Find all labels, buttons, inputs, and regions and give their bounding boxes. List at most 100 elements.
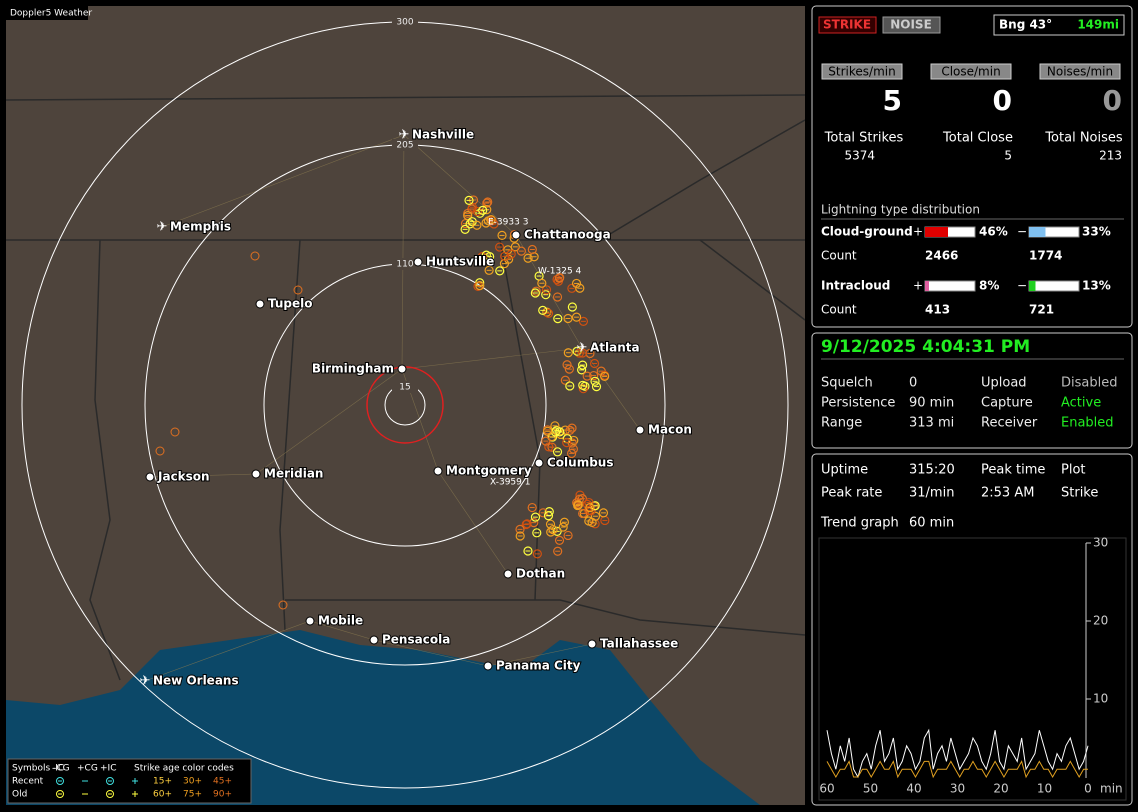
city-dot (145, 472, 155, 482)
setting: Enabled (1061, 416, 1114, 431)
city-label: Huntsville (426, 255, 494, 269)
legend: Symbols -CG-IC +CG +IC Strike age color cod… (7, 758, 252, 804)
setting: 313 mi (909, 416, 954, 431)
city-dot (483, 661, 493, 671)
strike (487, 216, 497, 226)
rate-value: 0 (1103, 84, 1122, 117)
stats-panel (811, 5, 1133, 328)
stat: 2:53 AM (981, 486, 1034, 501)
city-label: New Orleans (153, 674, 239, 688)
stat: Peak time (981, 463, 1045, 478)
city-label: Chattanooga (524, 228, 611, 242)
dist-percent: 8% (979, 279, 999, 293)
strike (562, 360, 572, 370)
strike (538, 305, 548, 315)
city-label: Dothan (516, 567, 565, 581)
city-dot (413, 257, 423, 267)
stat: Peak rate (821, 486, 882, 501)
strike (567, 423, 577, 433)
strike (577, 365, 587, 375)
strike (530, 512, 541, 522)
strike (568, 444, 578, 454)
setting: Upload (981, 376, 1027, 391)
strike (516, 246, 526, 256)
legend-symbol (106, 790, 114, 798)
strike (590, 511, 601, 521)
city-label: Nashville (412, 128, 474, 142)
legend-row-label: Recent (12, 777, 44, 787)
strike (542, 426, 553, 436)
trend-graph (818, 537, 1127, 801)
map[interactable]: Doppler5 Weather 300 205 110 15 E-3933 3 W-13… (6, 6, 805, 805)
strike (585, 348, 595, 359)
x-tick-label: 40 (906, 782, 921, 796)
strike (554, 535, 565, 545)
strike (278, 600, 288, 610)
total-value: 5374 (844, 149, 875, 163)
strike (463, 210, 473, 221)
airport-icon: ✈ (140, 674, 151, 689)
age-code: 15+ (153, 777, 172, 787)
x-unit: min (1100, 782, 1123, 796)
strike (577, 360, 588, 370)
strike (573, 500, 583, 511)
stat: 315:20 (909, 463, 955, 478)
legend-symbol (106, 777, 114, 785)
rate-header (1039, 63, 1121, 80)
age-code: 45+ (213, 777, 232, 787)
city-dot (397, 364, 407, 374)
total-value: 5 (1004, 149, 1012, 163)
dist-bar (1029, 227, 1046, 237)
strike (546, 527, 556, 537)
strike (532, 549, 542, 559)
ring-label: 205 (396, 141, 413, 151)
legend-header: +IC (100, 764, 116, 774)
strike (486, 215, 496, 225)
y-tick-label: 10 (1093, 692, 1108, 706)
city-label: Mobile (318, 614, 363, 628)
trend-line (826, 728, 1089, 779)
strike (544, 442, 554, 452)
dist-label: Cloud-ground (821, 225, 913, 239)
total-value: 213 (1099, 149, 1122, 163)
dist-percent: 13% (1082, 279, 1111, 293)
legend-symbol (56, 777, 64, 785)
strike (578, 348, 588, 358)
noise-button[interactable] (882, 16, 941, 34)
city-label: Birmingham (312, 362, 394, 376)
strike (500, 251, 510, 261)
legend-header: +CG (77, 764, 98, 774)
strike (523, 546, 533, 556)
setting: Receiver (981, 416, 1038, 431)
strike (497, 230, 507, 241)
strike (553, 546, 563, 556)
age-code: 60+ (153, 790, 172, 800)
rate-label: Noises/min (1047, 65, 1113, 79)
strike-button[interactable] (818, 16, 877, 34)
strike (575, 283, 585, 293)
strike (464, 195, 474, 205)
strike-button-label[interactable]: STRIKE (823, 18, 871, 32)
city-label: Columbus (547, 456, 614, 470)
rate-value: 5 (883, 84, 902, 117)
legend-header: Symbols -CG (12, 764, 70, 774)
strikes (155, 195, 610, 610)
strike (155, 446, 165, 456)
strike (590, 376, 600, 386)
dist-bar (925, 227, 948, 237)
city-label: Macon (648, 423, 692, 437)
dist-sign: − (1017, 225, 1027, 239)
city-label: Jackson (157, 470, 210, 484)
strike (562, 438, 572, 448)
strike (578, 316, 589, 326)
count-label: Count (821, 249, 857, 263)
noise-button-label[interactable]: NOISE (890, 18, 932, 32)
strike (573, 500, 583, 510)
ring-label-bg (392, 381, 418, 393)
strike (482, 204, 492, 215)
total-label: Total Close (942, 131, 1013, 146)
rate-value: 0 (993, 84, 1012, 117)
setting: Squelch (821, 376, 873, 391)
city-dot (433, 466, 443, 476)
strike (559, 517, 570, 527)
